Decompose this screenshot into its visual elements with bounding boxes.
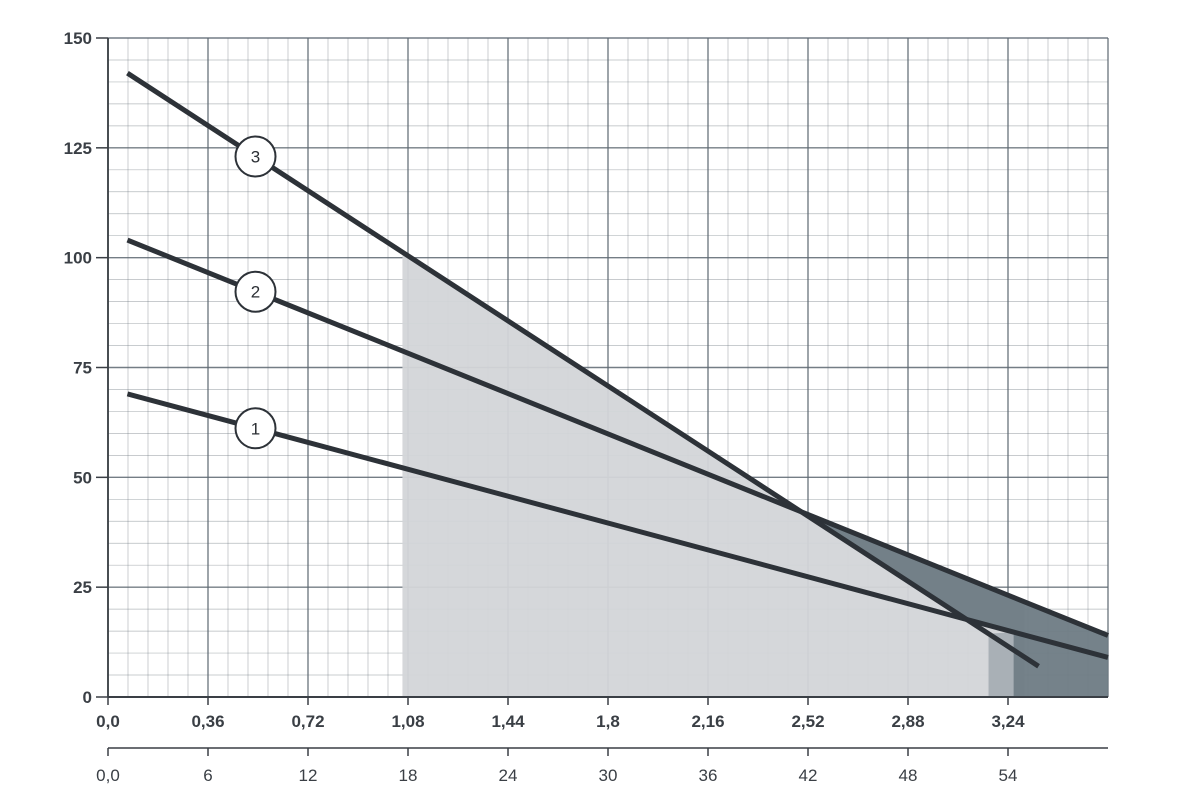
x-tick-label-secondary: 18 (399, 766, 418, 785)
y-tick-label: 100 (64, 249, 92, 268)
x-tick-label-primary: 2,88 (891, 712, 924, 731)
curve-3 (126, 71, 1040, 669)
curve-label-circle-3 (234, 135, 277, 178)
x-tick-label-primary: 2,16 (691, 712, 724, 731)
curves: 1 2 3 (126, 71, 1109, 669)
x-tick-label-primary: 1,8 (596, 712, 620, 731)
x-tick-label-primary: 3,24 (991, 712, 1025, 731)
y-tick-label: 0 (83, 688, 92, 707)
x-tick-label-secondary: 54 (999, 766, 1018, 785)
curve-label-circle-1 (234, 407, 277, 450)
x-tick-label-secondary: 30 (599, 766, 618, 785)
x-tick-label-primary: 1,44 (491, 712, 525, 731)
x-tick-label-secondary: 48 (899, 766, 918, 785)
y-tick-label: 150 (64, 29, 92, 48)
x-tick-label-secondary: 42 (799, 766, 818, 785)
x-tick-label-secondary: 6 (203, 766, 212, 785)
curve-label-3: 3 (251, 148, 260, 167)
x-tick-label-primary: 1,08 (391, 712, 424, 731)
x-tick-label-secondary: 12 (299, 766, 318, 785)
curve-label-1: 1 (251, 419, 260, 438)
curve-label-circle-2 (234, 270, 277, 313)
x-tick-label-primary: 0,36 (191, 712, 224, 731)
shaded-wedge (819, 519, 1108, 658)
curve-label-2: 2 (251, 283, 260, 302)
x-tick-label-secondary: 24 (499, 766, 518, 785)
tick-labels: 0 25 50 75 100 125 150 0,0 0,36 0,72 1,08 1,44 1,8 2,… (64, 29, 1025, 785)
x-tick-label-secondary: 0,0 (96, 766, 120, 785)
y-tick-label: 125 (64, 139, 92, 158)
curve-2 (126, 237, 1109, 638)
y-tick-label: 50 (73, 468, 92, 487)
y-tick-label: 25 (73, 578, 92, 597)
curve-1 (126, 391, 1109, 660)
axes (96, 37, 1108, 756)
y-tick-label: 75 (73, 359, 92, 378)
x-tick-label-primary: 0,0 (96, 712, 120, 731)
x-tick-label-secondary: 36 (699, 766, 718, 785)
x-tick-label-primary: 0,72 (291, 712, 324, 731)
shaded-extended-range (1013, 632, 1108, 697)
x-tick-label-primary: 2,52 (791, 712, 824, 731)
